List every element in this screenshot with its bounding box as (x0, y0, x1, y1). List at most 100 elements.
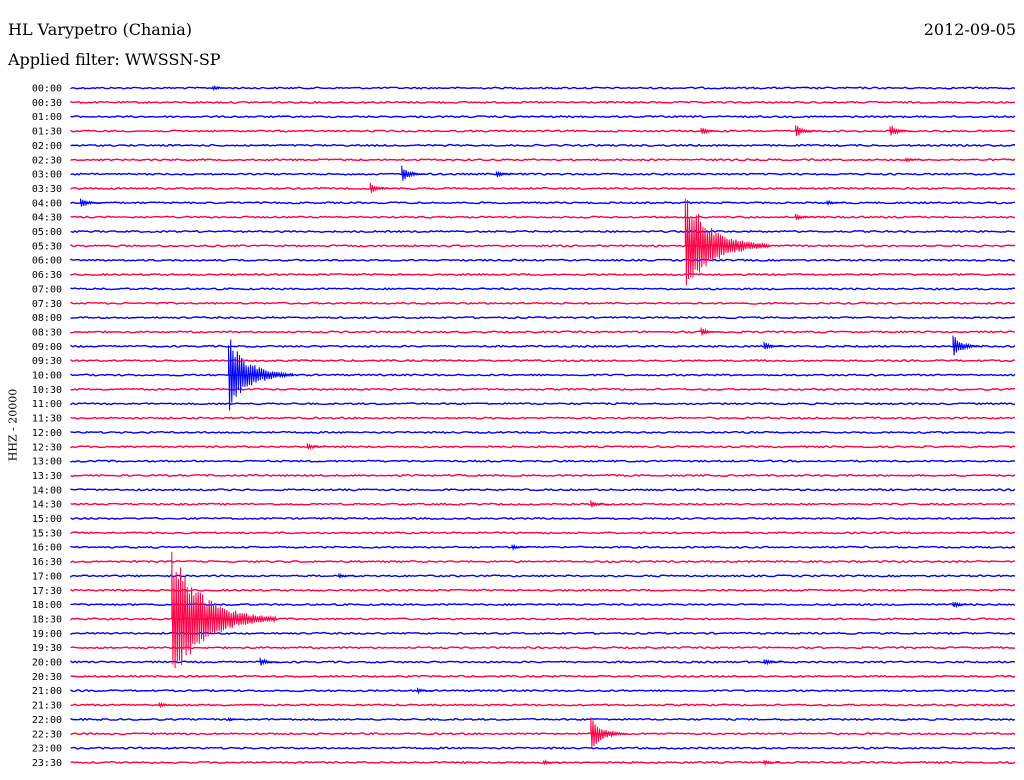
seismic-event (228, 717, 244, 722)
seismic-event (700, 327, 720, 336)
seismic-event (590, 500, 609, 508)
trace-line (70, 545, 1016, 549)
trace-line (70, 516, 1016, 521)
trace-line (70, 229, 1016, 234)
trace-line (70, 674, 1016, 678)
trace-line (70, 258, 1016, 262)
seismic-event (905, 157, 923, 163)
row-label: 02:00 (32, 141, 62, 152)
row-label: 03:30 (32, 184, 62, 195)
seismic-event (889, 126, 913, 136)
trace-line (70, 574, 1016, 578)
row-label: 16:30 (32, 557, 62, 568)
seismic-event (212, 85, 230, 92)
trace-line (70, 646, 1016, 650)
trace-line (70, 703, 1016, 707)
seismic-event (763, 341, 783, 350)
trace-line (70, 559, 1016, 564)
trace-line (70, 201, 1016, 205)
row-label: 20:30 (32, 672, 62, 683)
trace-line (70, 301, 1016, 305)
seismic-event (495, 171, 514, 178)
seismic-event (511, 543, 529, 552)
row-label: 09:00 (32, 342, 62, 353)
row-label: 12:30 (32, 442, 62, 453)
row-label: 23:00 (32, 744, 62, 755)
trace-line (70, 115, 1016, 119)
row-label: 06:00 (32, 256, 62, 267)
trace-line (70, 315, 1016, 320)
row-label: 11:30 (32, 414, 62, 425)
row-label: 20:00 (32, 658, 62, 669)
row-label: 19:00 (32, 629, 62, 640)
row-label: 21:00 (32, 686, 62, 697)
trace-line (70, 186, 1016, 191)
filter-label: Applied filter: WWSSN-SP (8, 50, 221, 69)
trace-line (70, 502, 1016, 506)
station-title: HL Varypetro (Chania) (8, 20, 193, 39)
row-label: 15:30 (32, 528, 62, 539)
row-label: 15:00 (32, 514, 62, 525)
date-label: 2012-09-05 (923, 20, 1016, 39)
row-label: 04:30 (32, 213, 62, 224)
seismic-event (338, 573, 356, 579)
row-label: 12:00 (32, 428, 62, 439)
trace-line (70, 631, 1016, 635)
row-label: 05:00 (32, 227, 62, 238)
seismic-event (543, 759, 561, 766)
row-label: 14:00 (32, 485, 62, 496)
trace-line (70, 760, 1016, 765)
seismic-event (228, 339, 294, 411)
seismic-event (401, 165, 427, 181)
row-label: 08:00 (32, 313, 62, 324)
seismic-event (763, 759, 781, 767)
seismic-event (306, 443, 326, 450)
trace-line (70, 215, 1016, 219)
row-label: 19:30 (32, 643, 62, 654)
trace-line (70, 172, 1016, 176)
row-label: 01:30 (32, 127, 62, 138)
seismic-event (763, 659, 782, 666)
trace-line (70, 330, 1016, 334)
row-label: 07:30 (32, 299, 62, 310)
trace-line (70, 387, 1016, 392)
trace-line (70, 689, 1016, 693)
row-label: 22:00 (32, 715, 62, 726)
trace-line (70, 158, 1016, 162)
trace-line (70, 244, 1016, 248)
seismic-event (795, 125, 818, 137)
trace-line (70, 143, 1016, 148)
seismic-event (80, 198, 102, 207)
seismic-event (684, 198, 771, 286)
seismic-event (795, 213, 814, 221)
row-label: 10:00 (32, 371, 62, 382)
trace-line (70, 287, 1016, 291)
trace-line (70, 660, 1016, 664)
seismic-event (259, 657, 279, 666)
trace-line (70, 746, 1016, 750)
trace-line (70, 488, 1016, 492)
seismic-event (700, 127, 720, 135)
row-label: 03:00 (32, 170, 62, 181)
trace-line (70, 373, 1016, 377)
row-label: 07:00 (32, 284, 62, 295)
row-label: 06:30 (32, 270, 62, 281)
row-label: 11:00 (32, 399, 62, 410)
trace-line (70, 459, 1016, 463)
trace-line (70, 588, 1016, 592)
row-label: 18:30 (32, 614, 62, 625)
trace-line (70, 531, 1016, 535)
row-label: 09:30 (32, 356, 62, 367)
seismic-event (590, 717, 628, 748)
trace-line (70, 344, 1016, 348)
row-label: 13:00 (32, 457, 62, 468)
row-label: 02:30 (32, 155, 62, 166)
trace-line (70, 717, 1016, 722)
seismic-event (369, 182, 392, 193)
trace-line (70, 445, 1016, 449)
row-label: 05:30 (32, 241, 62, 252)
row-label: 22:30 (32, 729, 62, 740)
row-label: 10:30 (32, 385, 62, 396)
row-label: 23:30 (32, 758, 62, 769)
